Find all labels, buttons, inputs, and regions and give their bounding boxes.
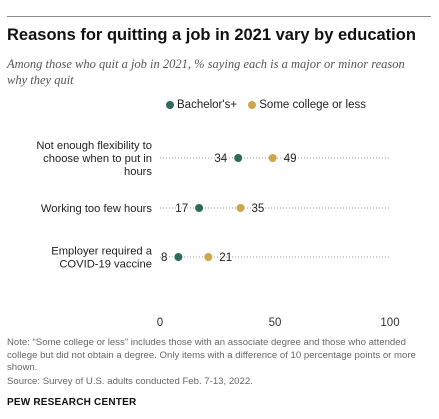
top-rule — [7, 16, 431, 17]
dot-bachelors — [174, 253, 183, 261]
dot-bachelors — [234, 154, 243, 162]
x-tick-label: 50 — [269, 317, 282, 329]
dot-some-college — [268, 154, 277, 162]
data-label-some-college: 49 — [284, 153, 297, 165]
legend-label-bachelors: Bachelor's+ — [177, 99, 238, 111]
category-label: Employer required a — [51, 246, 153, 258]
chart-source: Source: Survey of U.S. adults conducted … — [7, 376, 253, 387]
pew-logo-text: PEW RESEARCH CENTER — [7, 397, 137, 408]
legend-item-bachelors: Bachelor's+ — [166, 99, 237, 111]
category-label: choose when to put in — [43, 153, 152, 165]
category-label: hours — [124, 166, 152, 178]
data-label-some-college: 21 — [219, 252, 232, 264]
x-tick-label: 100 — [380, 317, 399, 329]
x-tick-label: 0 — [157, 317, 163, 329]
legend-dot-bachelors — [166, 101, 174, 109]
dot-some-college — [236, 204, 245, 212]
category-label: Not enough flexibility to — [36, 140, 152, 152]
category-label: COVID-19 vaccine — [59, 259, 152, 271]
legend-label-some-college: Some college or less — [259, 99, 367, 111]
dot-some-college — [204, 253, 213, 261]
legend-dot-some-college — [248, 101, 257, 109]
data-label-bachelors: 34 — [214, 153, 227, 165]
chart-title: Reasons for quitting a job in 2021 vary … — [7, 26, 416, 44]
chart-subtitle: Among those who quit a job in 2021, % sa… — [7, 57, 405, 87]
legend-item-some-college: Some college or less — [248, 99, 366, 111]
category-label: Working too few hours — [41, 203, 153, 215]
data-label-some-college: 35 — [252, 203, 265, 215]
chart-note: Note: “Some college or less” includes th… — [7, 337, 416, 374]
data-label-bachelors: 8 — [161, 252, 167, 264]
data-label-bachelors: 17 — [175, 203, 188, 215]
legend: Bachelor's+ Some college or less — [166, 99, 374, 112]
dot-bachelors — [195, 204, 204, 212]
